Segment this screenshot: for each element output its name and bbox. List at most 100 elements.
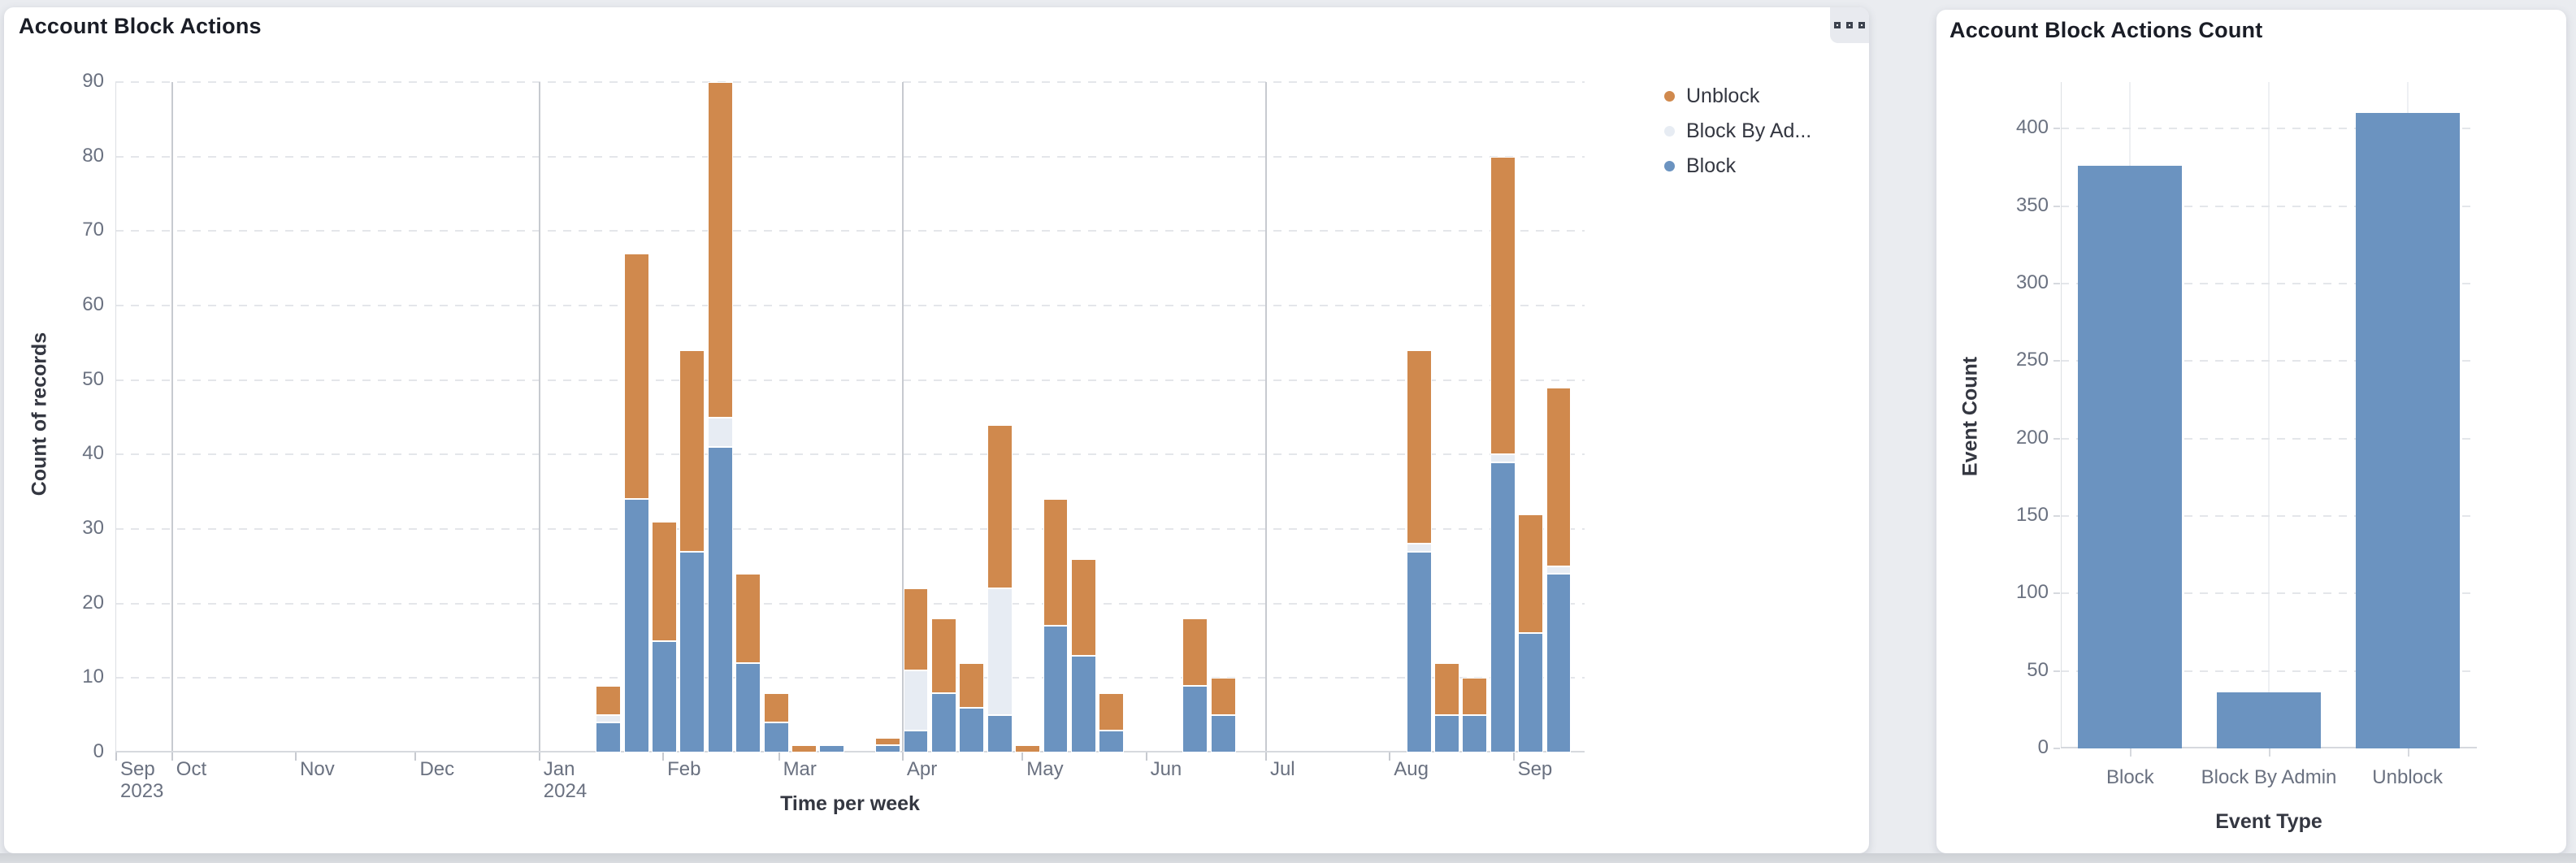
- gridline-y-90: [115, 81, 1585, 83]
- x-tick: [1264, 752, 1267, 761]
- x-tick-label: Jan 2024: [543, 758, 588, 802]
- bar-segment-block[interactable]: [707, 447, 733, 752]
- bar-segment-block[interactable]: [930, 692, 956, 752]
- panel-options-button[interactable]: [1830, 7, 1869, 43]
- scrollbar-track[interactable]: [0, 853, 2576, 863]
- bar-segment-unblock[interactable]: [1490, 156, 1516, 455]
- bar-segment-unblock[interactable]: [930, 618, 956, 693]
- bar-segment-block[interactable]: [735, 663, 761, 752]
- bar-segment-unblock[interactable]: [1070, 558, 1096, 656]
- bar-segment-block[interactable]: [1099, 730, 1125, 752]
- y-tick-label: 400: [2015, 116, 2049, 139]
- panel-menu-icon: [1834, 22, 1841, 28]
- y-tick: [2053, 437, 2060, 440]
- bar-segment-block[interactable]: [1043, 626, 1069, 752]
- y-tick: [2053, 282, 2060, 284]
- bar-segment-block[interactable]: [763, 722, 789, 752]
- bar-segment-block[interactable]: [1070, 655, 1096, 752]
- bar-segment-block[interactable]: [1490, 462, 1516, 752]
- bar-segment-unblock[interactable]: [1434, 663, 1459, 716]
- category-gridline: [2268, 82, 2270, 748]
- bar-segment-unblock[interactable]: [1546, 387, 1572, 566]
- bar-segment-unblock[interactable]: [1099, 692, 1125, 731]
- bar-block-by-admin[interactable]: [2217, 692, 2321, 748]
- bar-segment-block[interactable]: [1518, 633, 1544, 752]
- bar-segment-block[interactable]: [819, 744, 845, 752]
- bar-segment-unblock[interactable]: [791, 744, 817, 752]
- gridline-y-80: [115, 155, 1585, 158]
- gridline-y-350: [2061, 205, 2477, 207]
- x-tick-label: Mar: [783, 758, 817, 780]
- bar-segment-unblock[interactable]: [679, 350, 705, 552]
- bar-segment-unblock[interactable]: [623, 253, 649, 500]
- x-tick: [414, 752, 417, 761]
- bar-segment-unblock[interactable]: [1182, 618, 1208, 686]
- x-tick: [2407, 748, 2409, 757]
- bar-segment-block-by-admin[interactable]: [987, 588, 1013, 716]
- bar-segment-block[interactable]: [1546, 574, 1572, 752]
- legend-actions-button[interactable]: [1850, 125, 1856, 138]
- bar-segment-block[interactable]: [1462, 715, 1488, 752]
- x-tick: [901, 752, 904, 761]
- bar-segment-unblock[interactable]: [735, 574, 761, 663]
- y-tick-label: 200: [2015, 426, 2049, 449]
- bar-block[interactable]: [2078, 165, 2183, 748]
- bar-segment-block[interactable]: [1406, 551, 1432, 752]
- y-tick-label: 10: [82, 666, 104, 688]
- gridline-y-300: [2061, 282, 2477, 284]
- legend-actions-button[interactable]: [1850, 90, 1856, 103]
- y-tick-label: 50: [82, 367, 104, 390]
- legend-actions-button[interactable]: [1850, 160, 1856, 173]
- x-tick: [2130, 748, 2132, 757]
- quarter-gridline: [1264, 82, 1267, 752]
- bar-segment-unblock[interactable]: [707, 82, 733, 418]
- bar-segment-block[interactable]: [679, 551, 705, 752]
- bar-segment-block[interactable]: [1210, 715, 1236, 752]
- x-tick-label: Dec: [419, 758, 455, 780]
- bar-segment-unblock[interactable]: [763, 692, 789, 723]
- bar-segment-block-by-admin[interactable]: [903, 670, 929, 731]
- x-tick-label: Aug: [1394, 758, 1429, 780]
- x-tick-label: Jul: [1269, 758, 1295, 780]
- bar-segment-block[interactable]: [903, 730, 929, 752]
- bar-segment-block-by-admin[interactable]: [1546, 566, 1572, 574]
- bar-segment-unblock[interactable]: [1462, 678, 1488, 716]
- bar-segment-block[interactable]: [1182, 685, 1208, 752]
- bar-unblock[interactable]: [2355, 113, 2460, 748]
- bar-segment-unblock[interactable]: [1210, 678, 1236, 716]
- bar-segment-block[interactable]: [959, 708, 985, 752]
- legend-item-unblock[interactable]: Unblock: [1664, 79, 1856, 114]
- legend-item-block-by-ad[interactable]: Block By Ad...: [1664, 114, 1856, 149]
- bar-segment-unblock[interactable]: [959, 663, 985, 708]
- y-tick: [2053, 128, 2060, 130]
- bar-segment-block[interactable]: [875, 744, 901, 752]
- y-tick-label: 50: [2027, 658, 2049, 681]
- bar-segment-unblock[interactable]: [596, 685, 622, 716]
- bar-segment-unblock[interactable]: [1406, 350, 1432, 544]
- bar-segment-block[interactable]: [652, 640, 677, 752]
- bar-segment-unblock[interactable]: [1043, 499, 1069, 627]
- bar-segment-block[interactable]: [987, 715, 1013, 752]
- bar-segment-unblock[interactable]: [987, 424, 1013, 589]
- bar-segment-block[interactable]: [596, 722, 622, 752]
- bar-segment-unblock[interactable]: [1518, 514, 1544, 634]
- quarter-gridline: [171, 82, 173, 752]
- bar-segment-unblock[interactable]: [903, 588, 929, 671]
- legend-item-block[interactable]: Block: [1664, 149, 1856, 184]
- bar-segment-block-by-admin[interactable]: [1490, 454, 1516, 462]
- bar-segment-block[interactable]: [1434, 715, 1459, 752]
- bar-segment-unblock[interactable]: [1015, 744, 1041, 752]
- y-tick: [2053, 360, 2060, 362]
- y-axis-line: [115, 82, 116, 752]
- bar-segment-unblock[interactable]: [875, 737, 901, 745]
- x-tick: [2269, 748, 2270, 757]
- bar-segment-block-by-admin[interactable]: [1406, 544, 1432, 552]
- bar-segment-unblock[interactable]: [652, 521, 677, 641]
- y-tick-label: 0: [2037, 736, 2049, 758]
- gridline-y-70: [115, 230, 1585, 232]
- bar-segment-block-by-admin[interactable]: [596, 715, 622, 723]
- x-axis-title: Event Type: [2215, 810, 2322, 833]
- bar-segment-block-by-admin[interactable]: [707, 417, 733, 448]
- bar-segment-block[interactable]: [623, 499, 649, 752]
